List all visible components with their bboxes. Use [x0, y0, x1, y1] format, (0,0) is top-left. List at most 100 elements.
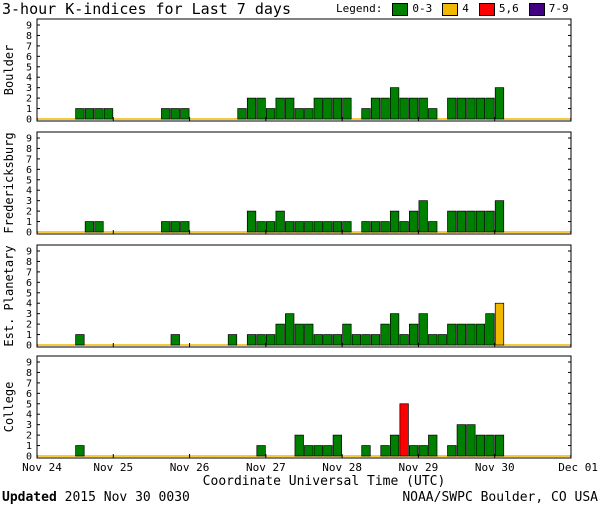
bar-boulder: [313, 97, 323, 120]
bar-fredericksburg: [294, 221, 304, 233]
bar-college: [313, 445, 323, 457]
bar-boulder: [285, 97, 295, 120]
y-tick-label-college: 0: [26, 452, 32, 463]
bar-est-planetary: [342, 323, 352, 346]
bar-boulder: [370, 97, 381, 120]
bar-fredericksburg: [389, 210, 400, 233]
bar-est-planetary: [170, 334, 180, 346]
updated-timestamp: Updated 2015 Nov 30 0030: [2, 490, 190, 505]
y-tick-label-boulder: 1: [26, 104, 32, 115]
y-tick-label-boulder: 4: [26, 73, 32, 84]
y-tick-label-boulder: 9: [26, 21, 32, 32]
y-tick-label-est-planetary: 0: [26, 341, 32, 352]
bar-fredericksburg: [266, 221, 276, 233]
bar-boulder: [447, 97, 457, 120]
bar-boulder: [294, 108, 304, 120]
bar-college: [399, 403, 409, 457]
bar-est-planetary: [456, 323, 466, 346]
bar-est-planetary: [389, 313, 400, 346]
bar-est-planetary: [370, 334, 381, 346]
x-tick-label: Nov 24: [22, 461, 62, 474]
bar-est-planetary: [351, 334, 362, 346]
bar-fredericksburg: [323, 221, 333, 233]
y-tick-label-fredericksburg: 6: [26, 165, 32, 176]
bar-fredericksburg: [475, 210, 486, 233]
y-tick-label-fredericksburg: 3: [26, 196, 32, 207]
y-tick-label-college: 7: [26, 378, 32, 389]
bar-college: [75, 445, 85, 457]
bar-est-planetary: [75, 334, 85, 346]
bar-fredericksburg: [170, 221, 180, 233]
bar-est-planetary: [418, 313, 428, 346]
bar-boulder: [237, 108, 247, 120]
bar-college: [418, 445, 428, 457]
y-tick-label-college: 4: [26, 410, 32, 421]
bar-est-planetary: [246, 334, 257, 346]
bar-est-planetary: [304, 323, 314, 346]
bar-est-planetary: [485, 313, 495, 346]
x-tick-label: Nov 30: [475, 461, 515, 474]
legend-swatch-5-6: [478, 2, 495, 16]
y-tick-label-est-planetary: 9: [26, 247, 32, 258]
y-tick-label-fredericksburg: 5: [26, 175, 32, 186]
k-index-chart: 0123456789Boulder0123456789Fredericksbur…: [2, 18, 598, 489]
bar-est-planetary: [332, 334, 342, 346]
y-tick-label-fredericksburg: 0: [26, 228, 32, 239]
bar-est-planetary: [361, 334, 371, 346]
legend-label-0-3: 0-3: [412, 2, 433, 15]
bar-boulder: [456, 97, 466, 120]
bar-boulder: [304, 108, 314, 120]
bar-fredericksburg: [94, 221, 104, 233]
y-tick-label-est-planetary: 5: [26, 288, 32, 299]
x-tick-label: Nov 28: [322, 461, 362, 474]
bar-est-planetary: [437, 334, 447, 346]
legend-label-5-6: 5,6: [498, 2, 519, 15]
bar-fredericksburg: [399, 221, 409, 233]
bar-fredericksburg: [275, 210, 285, 233]
panel-label-est-planetary: Est. Planetary: [2, 245, 16, 346]
y-tick-label-est-planetary: 3: [26, 309, 32, 320]
bar-fredericksburg: [361, 221, 371, 233]
bar-college: [304, 445, 314, 457]
bar-college: [428, 434, 438, 457]
bar-college: [332, 434, 342, 457]
x-tick-label: Dec 01: [558, 461, 598, 474]
bar-boulder: [409, 97, 419, 120]
bar-fredericksburg: [418, 200, 428, 233]
bar-fredericksburg: [332, 221, 342, 233]
bar-boulder: [428, 108, 438, 120]
y-tick-label-boulder: 0: [26, 115, 32, 126]
y-tick-label-boulder: 3: [26, 83, 32, 94]
y-tick-label-college: 6: [26, 389, 32, 400]
y-tick-label-est-planetary: 6: [26, 278, 32, 289]
x-tick-label: Nov 26: [170, 461, 210, 474]
bar-boulder: [180, 108, 190, 120]
credit-text: NOAA/SWPC Boulder, CO USA: [402, 490, 598, 505]
y-tick-label-est-planetary: 1: [26, 330, 32, 341]
bar-est-planetary: [428, 334, 438, 346]
bar-boulder: [94, 108, 104, 120]
bar-boulder: [494, 87, 505, 120]
bar-est-planetary: [275, 323, 285, 346]
bar-boulder: [399, 97, 409, 120]
bar-boulder: [466, 97, 476, 120]
chart-title: 3-hour K-indices for Last 7 days: [2, 0, 291, 18]
x-axis-label: Coordinate Universal Time (UTC): [203, 474, 446, 489]
bar-college: [256, 445, 266, 457]
y-tick-label-fredericksburg: 2: [26, 207, 32, 218]
bar-est-planetary: [447, 323, 457, 346]
legend-label-7-9: 7-9: [548, 2, 569, 15]
bar-fredericksburg: [161, 221, 171, 233]
bar-boulder: [266, 108, 276, 120]
updated-label: Updated: [2, 490, 57, 505]
bar-college: [323, 445, 333, 457]
bar-boulder: [332, 97, 342, 120]
bar-boulder: [246, 97, 257, 120]
bar-college: [475, 434, 486, 457]
y-tick-label-est-planetary: 7: [26, 267, 32, 278]
bar-college: [456, 424, 466, 457]
bar-college: [494, 434, 505, 457]
bar-boulder: [323, 97, 333, 120]
bar-est-planetary: [266, 334, 276, 346]
bar-est-planetary: [380, 323, 390, 346]
